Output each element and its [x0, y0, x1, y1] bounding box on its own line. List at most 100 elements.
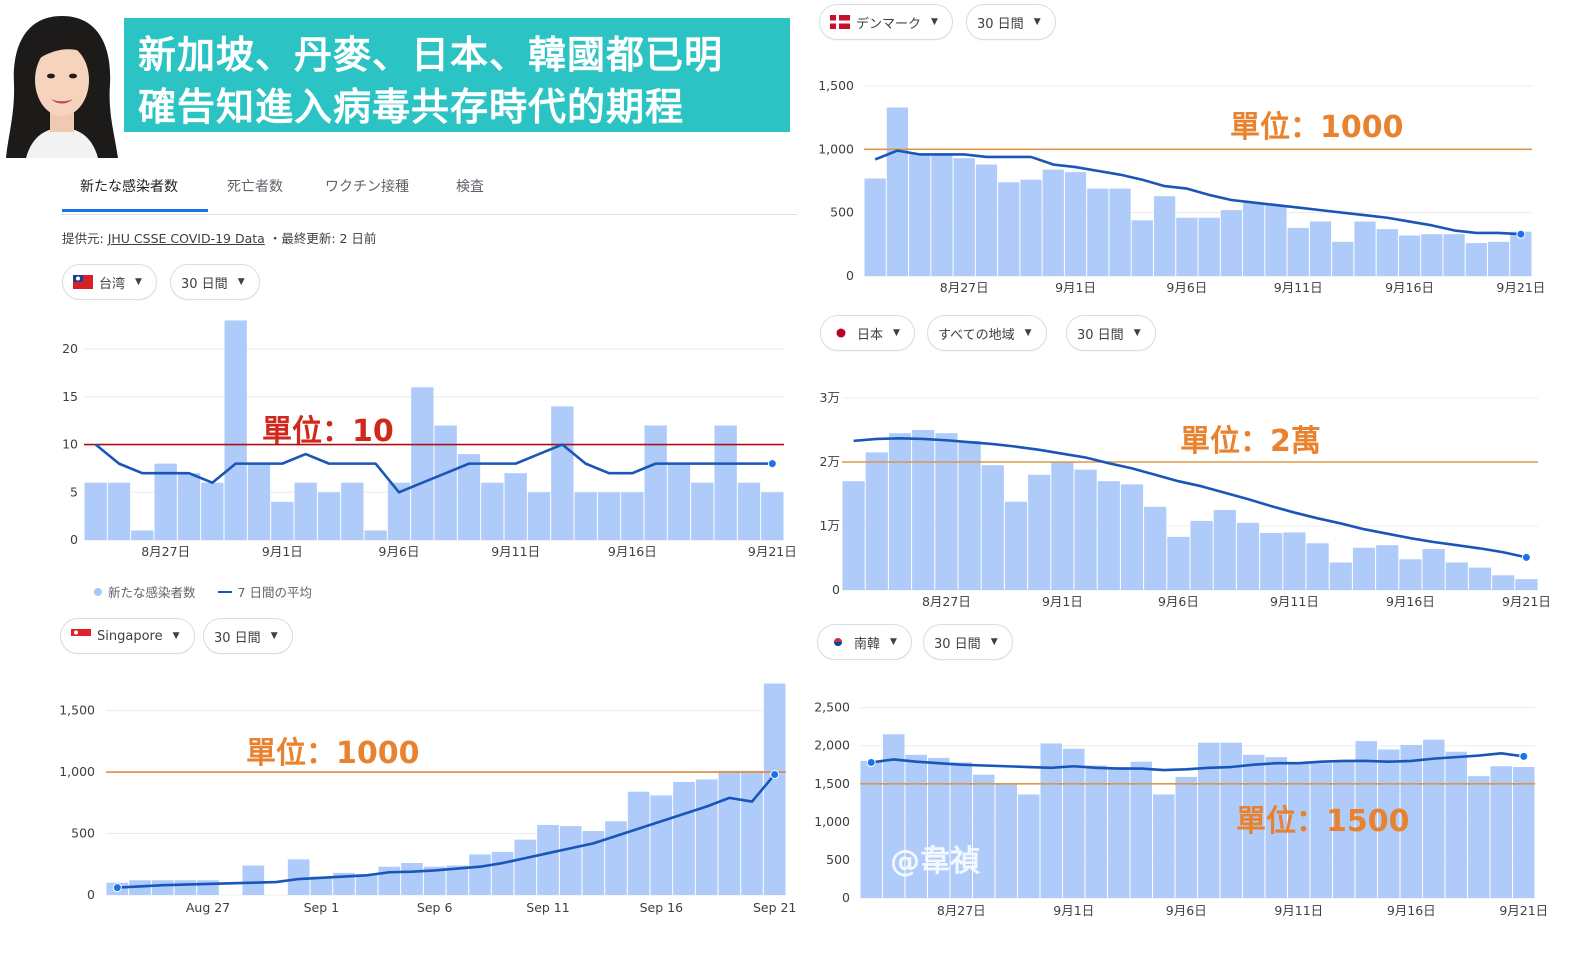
- bar[interactable]: [1153, 794, 1175, 898]
- bar[interactable]: [1398, 235, 1421, 276]
- bar[interactable]: [457, 454, 481, 540]
- bar[interactable]: [1422, 549, 1445, 590]
- bar[interactable]: [1004, 501, 1028, 590]
- bar[interactable]: [242, 865, 265, 895]
- bar[interactable]: [1236, 522, 1260, 590]
- bar[interactable]: [1097, 481, 1120, 590]
- bar[interactable]: [1063, 748, 1085, 898]
- bar[interactable]: [1220, 742, 1243, 898]
- bar[interactable]: [551, 406, 574, 540]
- bar[interactable]: [582, 831, 605, 895]
- bar[interactable]: [763, 683, 786, 895]
- bar[interactable]: [1510, 231, 1532, 276]
- period-select-korea[interactable]: 30 日間 ▼: [923, 624, 1013, 660]
- bar[interactable]: [1087, 188, 1109, 276]
- bar[interactable]: [1355, 741, 1378, 898]
- bar[interactable]: [605, 821, 627, 895]
- bar[interactable]: [1465, 243, 1487, 276]
- bar[interactable]: [667, 463, 691, 540]
- bar[interactable]: [247, 463, 271, 540]
- bar[interactable]: [1220, 210, 1243, 276]
- region-select-denmark[interactable]: デンマーク ▼: [819, 4, 953, 40]
- bar[interactable]: [411, 387, 434, 540]
- bar[interactable]: [84, 482, 107, 540]
- bar[interactable]: [842, 481, 865, 590]
- bar[interactable]: [864, 178, 886, 276]
- bar[interactable]: [1153, 196, 1176, 276]
- tab-vaccinations[interactable]: ワクチン接種: [325, 179, 409, 195]
- bar[interactable]: [905, 754, 928, 898]
- bar[interactable]: [1108, 767, 1130, 898]
- bar[interactable]: [527, 492, 551, 540]
- average-end-point[interactable]: [770, 770, 780, 780]
- bar[interactable]: [131, 530, 154, 540]
- bar[interactable]: [1131, 220, 1153, 276]
- bar[interactable]: [1333, 761, 1355, 898]
- bar[interactable]: [1352, 547, 1376, 590]
- bar[interactable]: [1513, 767, 1535, 898]
- bar[interactable]: [981, 465, 1004, 590]
- bar[interactable]: [537, 824, 559, 895]
- average-end-point[interactable]: [1519, 751, 1529, 761]
- bar[interactable]: [1028, 474, 1051, 590]
- tab-new-cases[interactable]: 新たな感染者数: [80, 179, 178, 195]
- bar[interactable]: [597, 492, 621, 540]
- bar[interactable]: [998, 182, 1020, 276]
- bar[interactable]: [107, 482, 131, 540]
- bar[interactable]: [1487, 241, 1510, 276]
- average-end-point[interactable]: [767, 459, 777, 469]
- bar[interactable]: [1260, 533, 1283, 590]
- bar[interactable]: [928, 757, 950, 898]
- bar[interactable]: [271, 501, 294, 540]
- bar[interactable]: [355, 874, 378, 895]
- bar[interactable]: [909, 153, 931, 276]
- bar[interactable]: [1309, 221, 1332, 276]
- bar[interactable]: [1423, 739, 1445, 898]
- bar[interactable]: [310, 876, 333, 895]
- bar[interactable]: [888, 433, 912, 590]
- bar[interactable]: [317, 492, 341, 540]
- bar[interactable]: [1445, 751, 1468, 898]
- bar[interactable]: [287, 859, 310, 895]
- bar[interactable]: [1490, 766, 1513, 898]
- area-select-japan[interactable]: すべての地域 ▼: [927, 315, 1047, 351]
- bar[interactable]: [504, 473, 527, 540]
- region-select-singapore[interactable]: Singapore ▼: [60, 618, 195, 654]
- average-end-point[interactable]: [1521, 552, 1531, 562]
- bar[interactable]: [1468, 567, 1492, 590]
- bar[interactable]: [718, 770, 741, 895]
- bar[interactable]: [1265, 205, 1287, 276]
- bar[interactable]: [481, 482, 504, 540]
- bar[interactable]: [294, 482, 317, 540]
- bar[interactable]: [1287, 227, 1309, 276]
- bar[interactable]: [741, 770, 763, 895]
- bar[interactable]: [1120, 484, 1144, 590]
- bar[interactable]: [1515, 579, 1538, 590]
- bar[interactable]: [627, 791, 650, 895]
- period-select-singapore[interactable]: 30 日間 ▼: [203, 618, 293, 654]
- bar[interactable]: [1329, 562, 1352, 590]
- bar[interactable]: [1085, 765, 1108, 898]
- bar[interactable]: [935, 433, 958, 590]
- bar[interactable]: [1354, 221, 1376, 276]
- bar[interactable]: [1421, 234, 1443, 276]
- bar[interactable]: [469, 854, 491, 895]
- tab-testing[interactable]: 検査: [456, 179, 484, 195]
- bar[interactable]: [975, 164, 998, 276]
- bar[interactable]: [1243, 202, 1265, 276]
- bar[interactable]: [1020, 179, 1042, 276]
- bar[interactable]: [1243, 754, 1265, 898]
- bar[interactable]: [1130, 761, 1153, 898]
- bar[interactable]: [1283, 532, 1306, 590]
- bar[interactable]: [1051, 462, 1074, 590]
- bar[interactable]: [650, 795, 673, 895]
- bar[interactable]: [559, 826, 582, 895]
- bar[interactable]: [364, 530, 387, 540]
- bar[interactable]: [224, 320, 247, 540]
- bar[interactable]: [1074, 469, 1097, 590]
- bar[interactable]: [1109, 188, 1131, 276]
- bar[interactable]: [154, 463, 177, 540]
- bar[interactable]: [958, 440, 981, 590]
- bar[interactable]: [1175, 776, 1198, 898]
- bar[interactable]: [737, 482, 761, 540]
